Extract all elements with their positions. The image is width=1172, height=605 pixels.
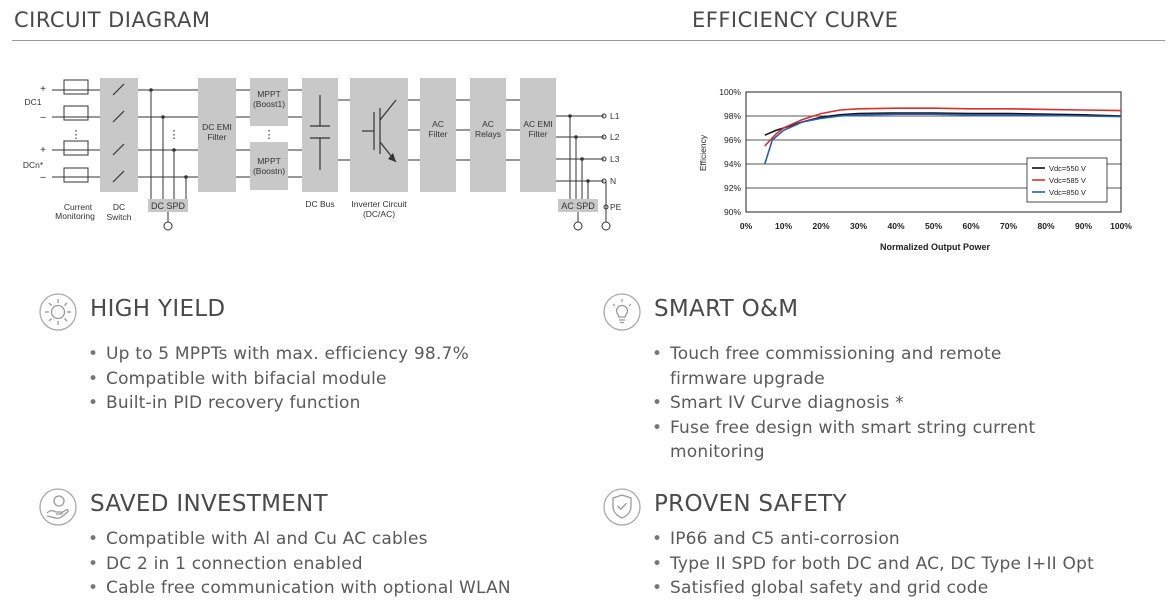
svg-text:DC: DC (113, 202, 125, 212)
list-item: Compatible with bifacial module (88, 367, 469, 392)
feature-list: Up to 5 MPPTs with max. efficiency 98.7%… (88, 342, 469, 416)
svg-text:Monitoring: Monitoring (55, 211, 95, 221)
efficiency-chart: 90% 92% 94% 96% 98% 100% 0% 10% 20% 30% 40% 50% 60% 7… (698, 87, 1132, 252)
series-line (764, 107, 1122, 147)
svg-text:AC: AC (432, 119, 444, 129)
svg-text:Filter: Filter (208, 132, 227, 142)
list-item: Up to 5 MPPTs with max. efficiency 98.7% (88, 342, 469, 367)
feature-proven-safety: PROVEN SAFETY IP66 and C5 anti-corrosion… (602, 487, 1162, 602)
list-item: Smart IV Curve diagnosis * (652, 391, 1082, 416)
legend-label: Vdc=585 V (1049, 176, 1086, 185)
legend-label: Vdc=850 V (1049, 188, 1086, 197)
list-item: Fuse free design with smart string curre… (652, 416, 1082, 465)
feature-saved-investment: SAVED INVESTMENT Compatible with Al and … (38, 487, 578, 602)
svg-text:N: N (610, 176, 616, 186)
svg-text:+: + (40, 84, 46, 95)
shield-icon (603, 488, 641, 526)
svg-text:(Boost1): (Boost1) (253, 99, 285, 109)
svg-text:Relays: Relays (475, 129, 501, 139)
list-item: Cable free communication with optional W… (88, 576, 511, 601)
dc-spd-label: DC SPD (151, 201, 186, 211)
svg-text:Inverter Circuit: Inverter Circuit (351, 199, 407, 209)
circuit-diagram: DC1 DCn* + – + – ⋮ ⋮ ⋮ Current Monitorin… (23, 78, 622, 231)
svg-text:Filter: Filter (529, 129, 548, 139)
y-axis-label: Efficiency (698, 134, 708, 171)
y-tick-label: 100% (719, 87, 741, 97)
svg-text:L3: L3 (610, 154, 620, 164)
list-item: DC 2 in 1 connection enabled (88, 552, 511, 577)
y-tick-label: 96% (724, 135, 741, 145)
x-tick-label: 10% (775, 221, 792, 231)
list-item: Touch free commissioning and remote firm… (652, 342, 1082, 391)
section-divider (12, 40, 1165, 41)
svg-text:⋮: ⋮ (264, 129, 275, 141)
list-item: Type II SPD for both DC and AC, DC Type … (652, 552, 1094, 577)
y-tick-label: 92% (724, 183, 741, 193)
feature-title: PROVEN SAFETY (654, 491, 847, 517)
svg-text:Switch: Switch (106, 212, 131, 222)
list-item: Satisfied global safety and grid code (652, 576, 1094, 601)
series-line (764, 113, 1122, 165)
svg-text:L2: L2 (610, 132, 620, 142)
svg-text:L1: L1 (610, 111, 620, 121)
efficiency-curve-title: EFFICIENCY CURVE (692, 8, 899, 32)
list-item: IP66 and C5 anti-corrosion (652, 527, 1094, 552)
x-tick-label: 60% (962, 221, 979, 231)
x-tick-label: 30% (850, 221, 867, 231)
feature-list: Touch free commissioning and remote firm… (652, 342, 1082, 465)
svg-text:⋮: ⋮ (71, 129, 82, 141)
svg-text:Filter: Filter (429, 129, 448, 139)
dcn-label: DCn* (23, 160, 44, 170)
svg-text:AC: AC (482, 119, 494, 129)
svg-text:–: – (40, 172, 46, 183)
x-tick-label: 40% (887, 221, 904, 231)
svg-text:(DC/AC): (DC/AC) (363, 209, 395, 219)
svg-text:(Boostn): (Boostn) (253, 166, 285, 176)
y-tick-label: 94% (724, 159, 741, 169)
x-tick-label: 70% (1000, 221, 1017, 231)
dc-bus-label: DC Bus (305, 199, 334, 209)
x-tick-label: 0% (740, 221, 753, 231)
dc1-label: DC1 (24, 97, 41, 107)
ac-spd-label: AC SPD (561, 201, 595, 211)
svg-text:MPPT: MPPT (257, 156, 281, 166)
svg-text:PE: PE (610, 202, 622, 212)
x-tick-label: 50% (925, 221, 942, 231)
circuit-diagram-title: CIRCUIT DIAGRAM (14, 8, 211, 32)
svg-text:⋮: ⋮ (169, 129, 180, 141)
feature-list: Compatible with Al and Cu AC cables DC 2… (88, 527, 511, 601)
list-item: Compatible with Al and Cu AC cables (88, 527, 511, 552)
svg-text:+: + (40, 145, 46, 156)
x-tick-label: 20% (812, 221, 829, 231)
x-tick-label: 80% (1037, 221, 1054, 231)
x-tick-label: 100% (1110, 221, 1132, 231)
svg-text:MPPT: MPPT (257, 89, 281, 99)
svg-text:DC EMI: DC EMI (202, 122, 232, 132)
feature-title: SAVED INVESTMENT (90, 491, 328, 517)
feature-smart-om: SMART O&M Touch free commissioning and r… (602, 292, 1122, 467)
x-axis-label: Normalized Output Power (880, 242, 991, 252)
y-tick-label: 98% (724, 111, 741, 121)
feature-title: SMART O&M (654, 296, 799, 322)
feature-high-yield: HIGH YIELD Up to 5 MPPTs with max. effic… (38, 292, 558, 422)
feature-title: HIGH YIELD (90, 296, 226, 322)
svg-text:AC EMI: AC EMI (523, 119, 552, 129)
legend-label: Vdc=550 V (1049, 164, 1086, 173)
svg-text:Current: Current (64, 202, 93, 212)
sun-icon (39, 293, 77, 331)
x-tick-label: 90% (1075, 221, 1092, 231)
feature-list: IP66 and C5 anti-corrosion Type II SPD f… (652, 527, 1094, 601)
lightbulb-icon (603, 293, 641, 331)
y-tick-label: 90% (724, 207, 741, 217)
svg-text:–: – (40, 112, 46, 123)
list-item: Built-in PID recovery function (88, 391, 469, 416)
coin-hand-icon (39, 488, 77, 526)
